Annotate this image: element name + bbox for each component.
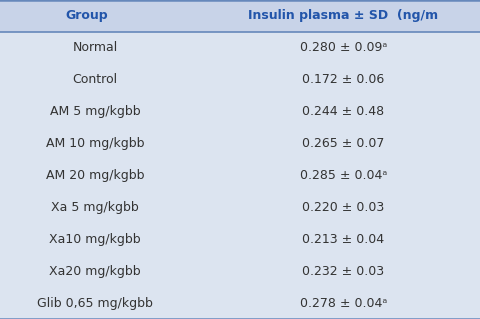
Text: 0.213 ± 0.04: 0.213 ± 0.04 [302, 233, 384, 246]
Text: AM 10 mg/kgbb: AM 10 mg/kgbb [46, 137, 144, 150]
Bar [0, 0, 480, 32]
Text: Xa10 mg/kgbb: Xa10 mg/kgbb [49, 233, 141, 246]
Text: 0.265 ± 0.07: 0.265 ± 0.07 [302, 137, 384, 150]
Text: AM 5 mg/kgbb: AM 5 mg/kgbb [49, 105, 140, 118]
Text: Insulin plasma ± SD  (ng/m: Insulin plasma ± SD (ng/m [248, 10, 438, 22]
Text: 0.285 ± 0.04ᵃ: 0.285 ± 0.04ᵃ [300, 169, 387, 182]
Text: Glib 0,65 mg/kgbb: Glib 0,65 mg/kgbb [37, 297, 153, 309]
Text: Xa 5 mg/kgbb: Xa 5 mg/kgbb [51, 201, 139, 214]
Text: 0.232 ± 0.03: 0.232 ± 0.03 [302, 265, 384, 278]
Text: Control: Control [72, 73, 118, 86]
Text: 0.278 ± 0.04ᵃ: 0.278 ± 0.04ᵃ [300, 297, 387, 309]
Text: 0.280 ± 0.09ᵃ: 0.280 ± 0.09ᵃ [300, 41, 387, 54]
Text: 0.172 ± 0.06: 0.172 ± 0.06 [302, 73, 384, 86]
Text: 0.244 ± 0.48: 0.244 ± 0.48 [302, 105, 384, 118]
Text: Normal: Normal [72, 41, 118, 54]
Text: 0.220 ± 0.03: 0.220 ± 0.03 [302, 201, 384, 214]
Text: Group: Group [65, 10, 108, 22]
Text: AM 20 mg/kgbb: AM 20 mg/kgbb [46, 169, 144, 182]
Text: Xa20 mg/kgbb: Xa20 mg/kgbb [49, 265, 141, 278]
